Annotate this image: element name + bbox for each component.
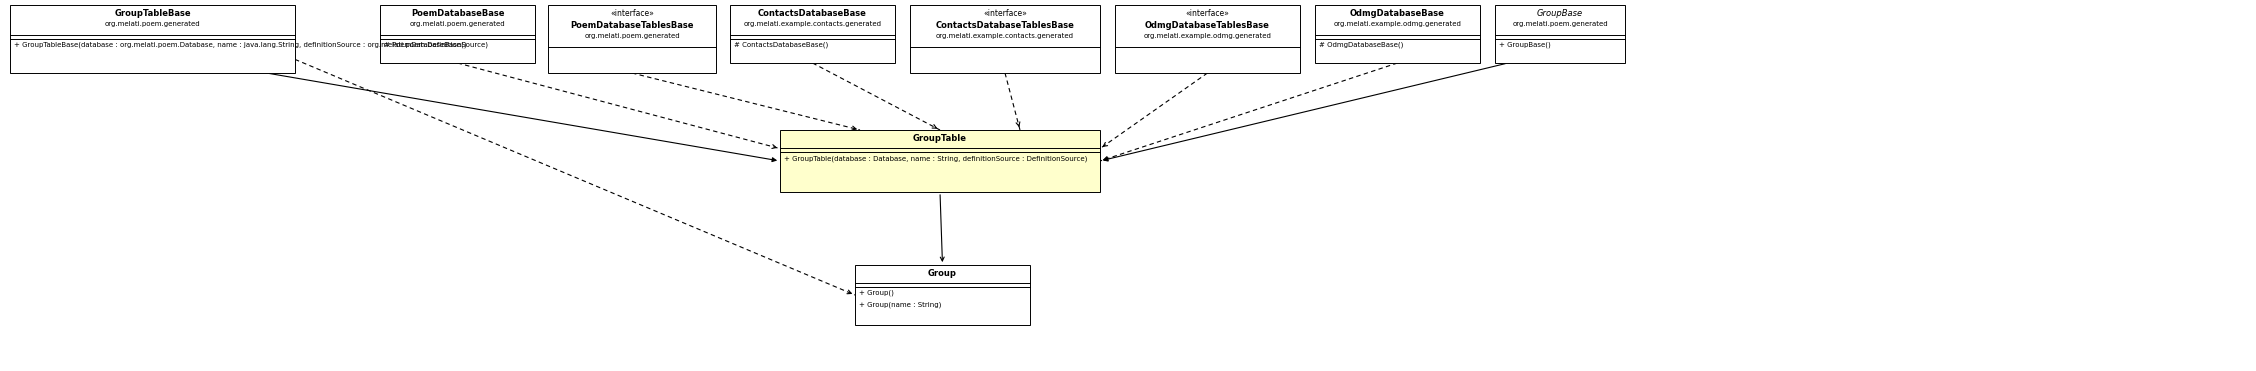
Bar [909, 5, 1101, 73]
Text: «interface»: «interface» [609, 9, 654, 18]
Bar [731, 5, 896, 63]
Text: + Group(name : String): + Group(name : String) [860, 302, 941, 309]
Text: GroupTable: GroupTable [914, 134, 968, 143]
Text: OdmgDatabaseTablesBase: OdmgDatabaseTablesBase [1146, 21, 1270, 30]
Text: # PoemDatabaseBase(): # PoemDatabaseBase() [384, 42, 467, 49]
Text: GroupTableBase: GroupTableBase [115, 9, 192, 18]
Text: «interface»: «interface» [1187, 9, 1230, 18]
Bar [9, 5, 296, 73]
Text: Group: Group [927, 269, 957, 278]
Text: PoemDatabaseTablesBase: PoemDatabaseTablesBase [571, 21, 695, 30]
Bar [855, 265, 1031, 325]
Text: ContactsDatabaseBase: ContactsDatabaseBase [758, 9, 866, 18]
Text: + GroupBase(): + GroupBase() [1498, 42, 1550, 49]
Bar [1496, 5, 1624, 63]
Bar [548, 5, 715, 73]
Bar [781, 130, 1101, 192]
Text: + GroupTableBase(database : org.melati.poem.Database, name : java.lang.String, d: + GroupTableBase(database : org.melati.p… [14, 42, 487, 49]
Text: OdmgDatabaseBase: OdmgDatabaseBase [1349, 9, 1444, 18]
Text: org.melati.poem.generated: org.melati.poem.generated [411, 21, 505, 27]
Bar [379, 5, 535, 63]
Text: ContactsDatabaseTablesBase: ContactsDatabaseTablesBase [936, 21, 1074, 30]
Text: # OdmgDatabaseBase(): # OdmgDatabaseBase() [1320, 42, 1403, 49]
Text: GroupBase: GroupBase [1536, 9, 1584, 18]
Text: org.melati.example.contacts.generated: org.melati.example.contacts.generated [936, 33, 1074, 39]
Text: org.melati.poem.generated: org.melati.poem.generated [1512, 21, 1609, 27]
Text: «interface»: «interface» [984, 9, 1026, 18]
Text: + GroupTable(database : Database, name : String, definitionSource : DefinitionSo: + GroupTable(database : Database, name :… [785, 155, 1087, 161]
Text: org.melati.poem.generated: org.melati.poem.generated [104, 21, 201, 27]
Text: PoemDatabaseBase: PoemDatabaseBase [411, 9, 505, 18]
Bar [1114, 5, 1299, 73]
Text: # ContactsDatabaseBase(): # ContactsDatabaseBase() [733, 42, 828, 49]
Text: org.melati.poem.generated: org.melati.poem.generated [584, 33, 679, 39]
Text: org.melati.example.odmg.generated: org.melati.example.odmg.generated [1144, 33, 1272, 39]
Text: org.melati.example.odmg.generated: org.melati.example.odmg.generated [1333, 21, 1462, 27]
Text: + Group(): + Group() [860, 290, 893, 296]
Text: org.melati.example.contacts.generated: org.melati.example.contacts.generated [744, 21, 882, 27]
Bar [1315, 5, 1480, 63]
